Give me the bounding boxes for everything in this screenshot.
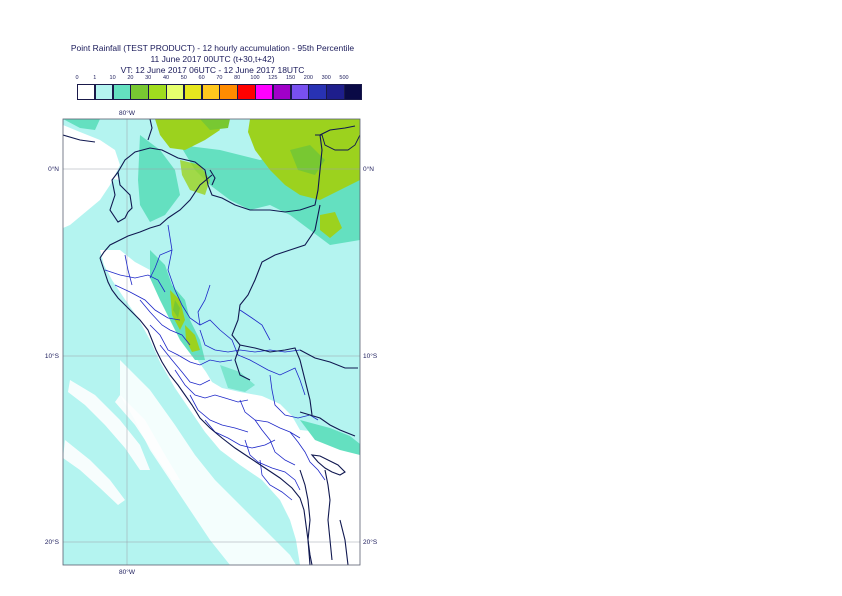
dry-region-coast <box>100 250 355 565</box>
ocean-streaks <box>63 150 180 505</box>
legend-tick-label: 150 <box>286 75 296 81</box>
validity-time: VT: 12 June 2017 06UTC - 12 June 2017 18… <box>120 65 305 75</box>
lon-label-bottom: 80°W <box>119 568 136 576</box>
department-boundaries <box>104 224 326 501</box>
legend-tick-label: 80 <box>234 75 241 81</box>
northern-borders <box>315 134 360 151</box>
heavier-rain-cores <box>173 119 325 318</box>
national-borders <box>63 119 358 565</box>
dry-region-ocean-south <box>120 360 296 565</box>
lat-label-20-right: 20°S <box>363 538 378 546</box>
lat-label-20-left: 20°S <box>45 538 60 546</box>
legend-tick-label: 200 <box>303 75 313 81</box>
base-time: 11 June 2017 00UTC (t+30,t+42) <box>150 54 275 64</box>
lat-label-10-left: 10°S <box>45 352 60 360</box>
map-frame <box>62 118 361 566</box>
lat-label-0-right: 0°N <box>363 165 374 173</box>
dry-region <box>63 125 120 228</box>
map-title: Point Rainfall (TEST PRODUCT) - 12 hourl… <box>70 43 355 53</box>
lat-label-0-left: 0°N <box>48 165 59 173</box>
legend-tick-label: 0 <box>75 75 79 81</box>
legend-tick-label: 100 <box>250 75 260 81</box>
lon-label-top: 80°W <box>119 109 136 117</box>
legend-tick-label: 10 <box>109 75 116 81</box>
lat-label-10-right: 10°S <box>363 352 378 360</box>
legend-tick-label: 1 <box>93 75 97 81</box>
legend-swatch <box>344 84 363 100</box>
legend-tick-label: 60 <box>198 75 205 81</box>
legend-tick-label: 50 <box>180 75 187 81</box>
legend-tick-label: 40 <box>162 75 170 81</box>
legend-tick-label: 70 <box>216 75 223 81</box>
legend-tick-label: 125 <box>268 75 278 81</box>
legend-tick-label: 30 <box>145 75 152 81</box>
legend-tick-label: 300 <box>321 75 331 81</box>
legend-tick-label: 500 <box>339 75 349 81</box>
legend-tick-label: 20 <box>127 75 134 81</box>
